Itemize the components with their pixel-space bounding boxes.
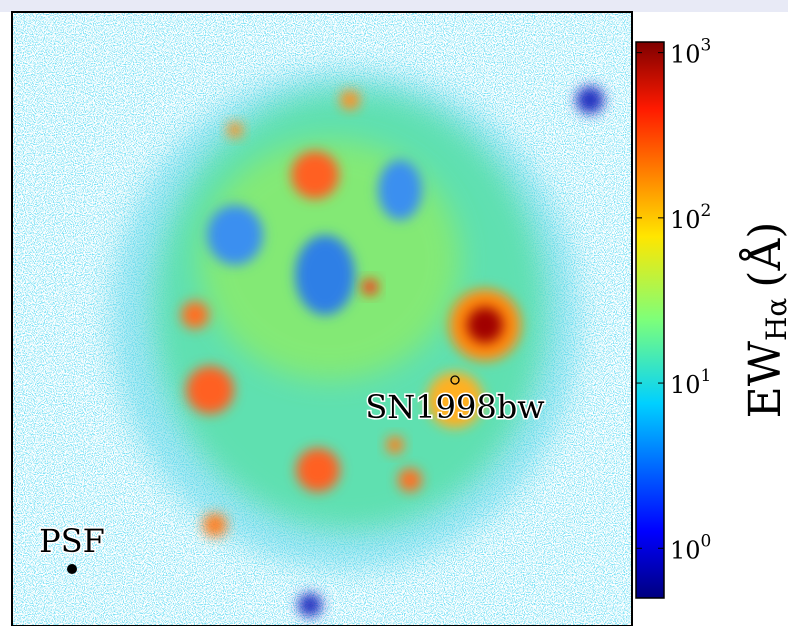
annotation: PSF bbox=[39, 522, 105, 560]
sn-marker bbox=[450, 375, 460, 385]
tick-label: 100 bbox=[670, 531, 711, 564]
tick-label: 101 bbox=[670, 366, 711, 399]
image: SN1998bw PSF bbox=[12, 12, 632, 626]
tick-label: 103 bbox=[670, 36, 711, 69]
annotation: SN1998bw bbox=[365, 388, 544, 426]
colorbar bbox=[635, 41, 665, 599]
label-subscript: Hα bbox=[760, 298, 788, 341]
tick-exponent: 0 bbox=[701, 531, 712, 551]
colorbar-label: EWHα (Å) bbox=[738, 222, 788, 419]
tick-exponent: 1 bbox=[701, 366, 712, 386]
top-strip bbox=[0, 0, 788, 12]
tick-base: 10 bbox=[670, 41, 701, 69]
tick-base: 10 bbox=[670, 371, 701, 399]
unit: (Å) bbox=[738, 222, 788, 288]
tick-base: 10 bbox=[670, 206, 701, 234]
label: EW bbox=[740, 340, 788, 418]
tick-exponent: 3 bbox=[701, 36, 712, 56]
tick-exponent: 2 bbox=[701, 201, 712, 221]
image-frame bbox=[11, 11, 633, 626]
psf-marker bbox=[67, 564, 77, 574]
tick-label: 102 bbox=[670, 201, 711, 234]
tick-base: 10 bbox=[670, 536, 701, 564]
